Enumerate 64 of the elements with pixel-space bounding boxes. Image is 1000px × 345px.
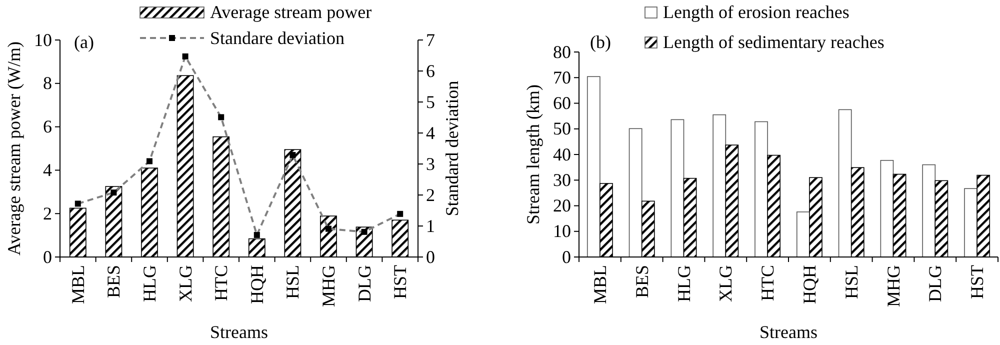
y2-tick-label: 2 bbox=[426, 184, 435, 205]
y-tick-label: 8 bbox=[43, 73, 52, 94]
y-tick-label: 70 bbox=[553, 67, 571, 88]
bar bbox=[838, 109, 852, 258]
annotation: (b) bbox=[590, 32, 611, 52]
x-tick-label: BES bbox=[632, 265, 652, 298]
y-tick-label: 40 bbox=[553, 144, 571, 164]
y2-tick-label: 6 bbox=[426, 60, 435, 81]
y2-axis-title: Standard deviation bbox=[442, 80, 462, 216]
bar bbox=[922, 164, 936, 258]
legend-label: Length of erosion reaches bbox=[663, 2, 850, 22]
x-tick-label: HST bbox=[967, 265, 988, 300]
x-tick-label: HSL bbox=[841, 265, 862, 300]
y-tick-label: 6 bbox=[43, 116, 52, 137]
x-tick-label: MBL bbox=[68, 265, 88, 304]
y2-tick-label: 4 bbox=[426, 122, 435, 143]
x-tick-label: MHG bbox=[883, 265, 904, 308]
y-tick-label: 30 bbox=[553, 170, 571, 190]
x-tick-label: XLG bbox=[716, 265, 736, 302]
x-tick-label: HLG bbox=[674, 265, 694, 302]
y-tick-label: 10 bbox=[34, 30, 52, 50]
y2-tick-label: 7 bbox=[426, 30, 435, 50]
bar bbox=[754, 121, 768, 258]
annotation: (a) bbox=[74, 32, 94, 52]
y2-tick-label: 3 bbox=[426, 154, 435, 174]
x-tick-label: HQH bbox=[799, 265, 820, 304]
y2-tick-label: 0 bbox=[426, 246, 435, 267]
legend-label: Length of sedimentary reaches bbox=[663, 32, 884, 52]
x-tick-label: MHG bbox=[318, 265, 338, 308]
bar bbox=[586, 76, 600, 258]
x-tick-label: XLG bbox=[175, 265, 196, 302]
bar bbox=[880, 160, 894, 258]
x-tick-label: DLG bbox=[354, 265, 374, 302]
x-tick-label: BES bbox=[104, 265, 124, 298]
legend-label: Average stream power bbox=[210, 2, 372, 22]
x-tick-label: MBL bbox=[590, 265, 610, 304]
y-tick-label: 10 bbox=[553, 221, 571, 242]
bar bbox=[712, 114, 726, 258]
x-axis-title: Streams bbox=[760, 322, 818, 342]
x-axis-title: Streams bbox=[210, 322, 268, 342]
legend-label: Standare deviation bbox=[210, 28, 344, 48]
y2-tick-label: 5 bbox=[426, 92, 435, 112]
y-tick-label: 20 bbox=[553, 196, 571, 216]
x-tick-label: HQH bbox=[246, 265, 267, 304]
y-tick-label: 50 bbox=[553, 118, 571, 139]
y-tick-label: 80 bbox=[553, 42, 571, 62]
y-tick-label: 4 bbox=[43, 160, 52, 180]
y-tick-label: 60 bbox=[553, 93, 571, 114]
y-tick-label: 2 bbox=[43, 203, 52, 224]
x-tick-label: DLG bbox=[925, 265, 946, 302]
x-tick-label: HST bbox=[390, 265, 410, 300]
y-tick-label: 0 bbox=[562, 246, 571, 267]
y-axis-title: Stream length (km) bbox=[523, 84, 543, 224]
bar bbox=[796, 212, 810, 258]
x-tick-label: HTC bbox=[211, 265, 232, 301]
bar bbox=[670, 119, 684, 258]
bar bbox=[628, 128, 642, 258]
y2-tick-label: 1 bbox=[426, 216, 435, 236]
x-tick-label: HTC bbox=[758, 265, 778, 301]
bar bbox=[964, 188, 978, 258]
x-tick-label: HLG bbox=[140, 265, 160, 302]
y-tick-label: 0 bbox=[43, 246, 52, 267]
x-tick-label: HSL bbox=[282, 265, 303, 300]
y-axis-title: Average stream power (W/m) bbox=[4, 41, 24, 256]
